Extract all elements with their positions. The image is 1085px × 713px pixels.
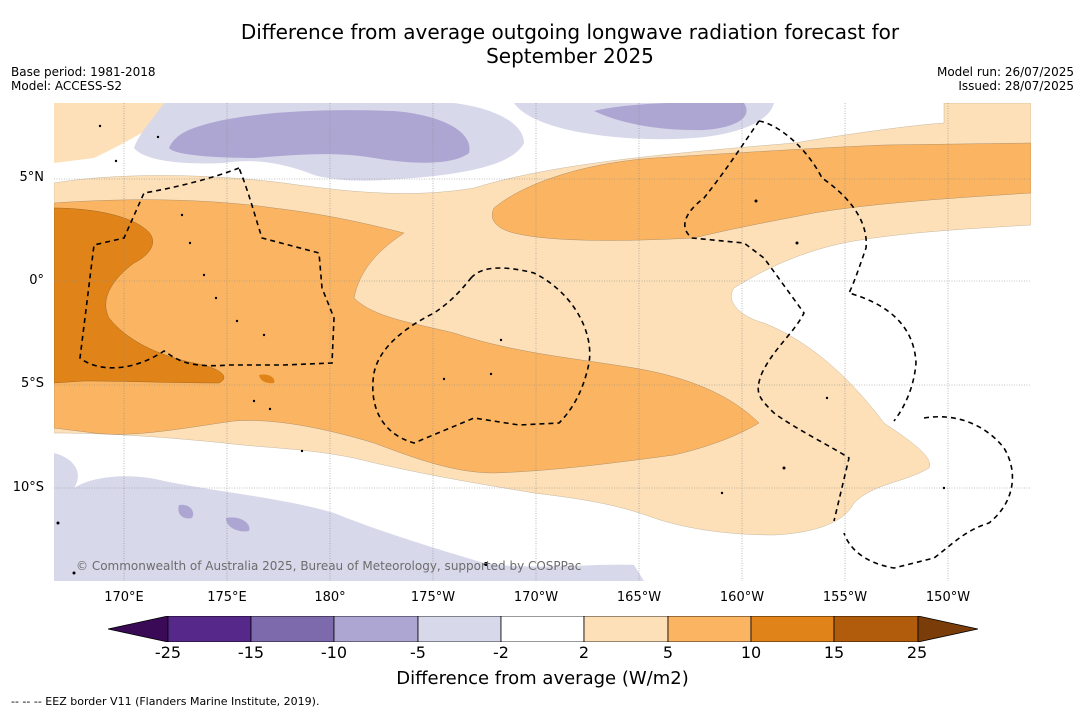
island-markers bbox=[56, 124, 946, 575]
issued-date: Issued: 28/07/2025 bbox=[958, 79, 1074, 93]
lon-label-170e: 170°E bbox=[104, 590, 144, 605]
anomaly-map bbox=[54, 103, 1031, 581]
colorbar-tick: 15 bbox=[823, 643, 845, 662]
colorbar-segment bbox=[417, 615, 502, 643]
anomaly-fill-purple bbox=[594, 103, 747, 131]
colorbar-segment bbox=[167, 615, 252, 643]
colorbar-tick: 2 bbox=[578, 643, 590, 662]
colorbar-tick: 10 bbox=[740, 643, 762, 662]
colorbar-tick: -2 bbox=[493, 643, 509, 662]
lon-label-165w: 165°W bbox=[616, 590, 662, 605]
colorbar-segment bbox=[500, 615, 585, 643]
anomaly-fill-pale-purple bbox=[54, 453, 644, 581]
eez-borders bbox=[79, 120, 1014, 569]
meta-right: Model run: 26/07/2025 Issued: 28/07/2025 bbox=[937, 65, 1074, 93]
anomaly-fill-orange bbox=[492, 142, 1031, 241]
colorbar-tick: -25 bbox=[154, 643, 182, 662]
lon-label-150w: 150°W bbox=[925, 590, 971, 605]
colorbar-segment bbox=[750, 615, 835, 643]
lon-label-175w: 175°W bbox=[410, 590, 456, 605]
lat-label-10s: 10°S bbox=[12, 480, 44, 495]
colorbar-segment bbox=[333, 615, 419, 643]
colorbar-tick: -10 bbox=[320, 643, 348, 662]
colorbar-segment bbox=[833, 615, 919, 643]
lat-label-0: 0° bbox=[29, 273, 44, 288]
colorbar bbox=[107, 615, 979, 643]
lat-label-5n: 5°N bbox=[19, 170, 45, 185]
colorbar-tick: 5 bbox=[662, 643, 674, 662]
anomaly-fill-dark-orange bbox=[54, 207, 225, 384]
meta-left: Base period: 1981-2018 Model: ACCESS-S2 bbox=[11, 65, 156, 93]
colorbar-extend-low bbox=[107, 615, 169, 643]
lon-label-175e: 175°E bbox=[207, 590, 247, 605]
model-name: Model: ACCESS-S2 bbox=[11, 79, 123, 93]
anomaly-fill-purple bbox=[226, 517, 250, 532]
title-line-1: Difference from average outgoing longwav… bbox=[240, 20, 900, 44]
base-period: Base period: 1981-2018 bbox=[11, 65, 156, 79]
graticule bbox=[54, 103, 1031, 581]
anomaly-fill-purple bbox=[178, 504, 194, 519]
map-svg bbox=[54, 103, 1031, 581]
lon-label-180: 180° bbox=[314, 590, 346, 605]
lon-label-170w: 170°W bbox=[513, 590, 559, 605]
lon-label-155w: 155°W bbox=[822, 590, 868, 605]
colorbar-segment bbox=[583, 615, 669, 643]
anomaly-fill-dark-orange bbox=[259, 374, 275, 384]
eez-legend-note: -- -- -- EEZ border V11 (Flanders Marine… bbox=[11, 695, 320, 708]
colorbar-svg bbox=[107, 615, 979, 643]
map-title: Difference from average outgoing longwav… bbox=[0, 20, 1085, 68]
colorbar-segment bbox=[667, 615, 752, 643]
colorbar-tick: -15 bbox=[237, 643, 265, 662]
colorbar-segment bbox=[250, 615, 335, 643]
colorbar-tick: 25 bbox=[906, 643, 928, 662]
lon-label-160w: 160°W bbox=[719, 590, 765, 605]
anomaly-fill-purple bbox=[169, 110, 470, 163]
model-run: Model run: 26/07/2025 bbox=[936, 65, 1074, 79]
title-line-2: September 2025 bbox=[486, 44, 654, 68]
anomaly-fill-light-orange bbox=[54, 103, 184, 163]
colorbar-extend-high bbox=[917, 615, 979, 643]
colorbar-label: Difference from average (W/m2) bbox=[396, 668, 689, 689]
colorbar-tick: -5 bbox=[410, 643, 426, 662]
anomaly-fill-orange bbox=[54, 199, 760, 474]
lat-label-5s: 5°S bbox=[20, 376, 44, 391]
copyright-notice: © Commonwealth of Australia 2025, Bureau… bbox=[76, 559, 582, 573]
